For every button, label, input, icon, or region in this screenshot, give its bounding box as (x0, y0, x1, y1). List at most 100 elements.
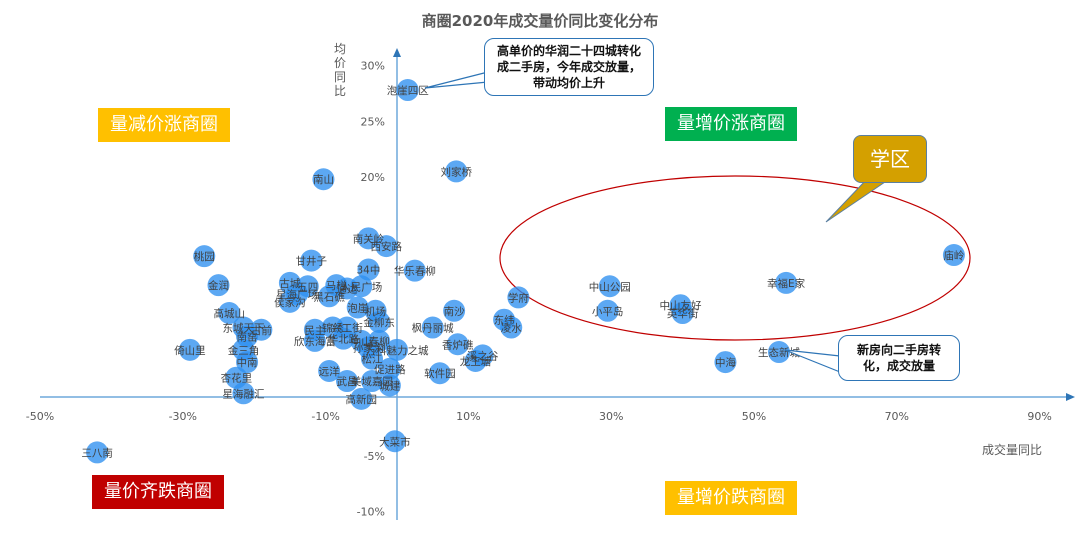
data-point[interactable] (346, 296, 369, 319)
data-point-label: 美域嘉园 (351, 375, 393, 388)
x-tick-label: 10% (456, 410, 480, 423)
data-point[interactable] (714, 351, 737, 374)
y-tick-label: 30% (361, 60, 385, 73)
chart-title: 商圈2020年成交量价同比变化分布 (421, 12, 659, 30)
data-point-label: 欣东海富 (294, 335, 336, 348)
data-point[interactable] (598, 275, 621, 298)
x-axis-arrow-icon (1066, 393, 1075, 401)
x-tick-label: 90% (1027, 410, 1051, 423)
data-point[interactable] (671, 302, 694, 325)
data-point[interactable] (378, 357, 401, 380)
data-point[interactable] (378, 374, 401, 397)
data-point[interactable] (357, 258, 380, 281)
data-point[interactable] (403, 259, 426, 282)
data-point[interactable] (428, 362, 451, 385)
data-point[interactable] (383, 430, 406, 453)
data-point[interactable] (312, 168, 335, 191)
y-tick-label: -5% (364, 450, 385, 463)
y-tick-label: 25% (361, 115, 385, 128)
data-point-label: 南沙 (444, 305, 465, 318)
data-point-label: 春柳 (369, 335, 390, 348)
data-point[interactable] (386, 338, 408, 361)
x-tick-label: 50% (742, 410, 766, 423)
data-point[interactable] (445, 160, 468, 183)
data-point[interactable] (507, 286, 530, 309)
data-point[interactable] (375, 235, 398, 258)
data-point[interactable] (336, 370, 359, 393)
annotation-callout-right: 新房向二手房转化，成交放量 (838, 335, 960, 381)
data-point-label: 中山友好 (659, 299, 701, 312)
data-point[interactable] (368, 310, 391, 333)
data-point[interactable] (357, 227, 380, 250)
x-tick-label: -50% (26, 410, 54, 423)
data-point[interactable] (193, 245, 216, 268)
data-point-label: 枫丹丽城 (412, 322, 454, 335)
data-point-label: 溪之谷 (467, 349, 499, 362)
data-point[interactable] (464, 349, 487, 372)
data-point[interactable] (232, 382, 255, 405)
data-point-label: 城建 (379, 380, 400, 393)
quadrant-label-top-left: 量减价涨商圈 (98, 108, 230, 142)
data-point[interactable] (500, 316, 523, 339)
data-point[interactable] (775, 271, 798, 294)
data-point[interactable] (361, 347, 384, 370)
data-point[interactable] (303, 329, 326, 352)
data-point[interactable] (318, 285, 341, 308)
data-point[interactable] (361, 370, 384, 393)
data-point-label: 孙家沟 (353, 342, 385, 355)
data-point[interactable] (86, 441, 109, 464)
school-callout-pointer (825, 177, 887, 223)
x-tick-label: -30% (169, 410, 197, 423)
data-point-label: 东城天下 (222, 322, 264, 335)
y-axis-arrow-icon (393, 48, 401, 57)
data-point[interactable] (767, 341, 790, 364)
data-point[interactable] (596, 299, 619, 322)
data-point[interactable] (207, 274, 230, 297)
data-point[interactable] (350, 275, 373, 298)
data-point-label: 东纬 (494, 314, 515, 327)
quadrant-label-top-right: 量增价涨商圈 (665, 107, 797, 141)
data-point-label: 星海融汇 (222, 387, 264, 400)
x-tick-label: 30% (599, 410, 623, 423)
data-point-label: 高新园 (346, 393, 378, 406)
data-point-label: 南窑 (237, 330, 258, 343)
y-tick-label: 20% (361, 171, 385, 184)
data-point-label: 34中 (357, 264, 381, 277)
data-point-label: 香炉礁 (442, 338, 474, 351)
data-point-label: 民主 (304, 325, 325, 337)
data-point[interactable] (318, 360, 341, 383)
data-point[interactable] (300, 249, 323, 272)
data-point[interactable] (446, 333, 469, 356)
y-axis-label: 均价同比 (333, 42, 346, 98)
data-point-label: 龙王塘 (460, 355, 492, 368)
data-point-label: 高城山 (213, 307, 245, 320)
data-point[interactable] (236, 351, 259, 374)
data-point-label: 锦绣 (322, 322, 343, 335)
data-point-label: 古前 (251, 324, 272, 337)
data-point[interactable] (218, 302, 241, 325)
x-tick-label: 70% (885, 410, 909, 423)
data-point-label: 金柳东 (363, 316, 395, 329)
data-point[interactable] (421, 316, 444, 339)
data-point-label: 金三角 (228, 344, 260, 357)
data-point-label: 软件园 (424, 367, 456, 380)
data-point-label: 泡崖四区 (387, 84, 429, 97)
data-point[interactable] (278, 290, 301, 313)
data-point[interactable] (350, 387, 373, 410)
data-point[interactable] (443, 299, 466, 322)
data-point-label: 星海广场 (276, 288, 318, 301)
data-point-label: 英华街 (667, 307, 699, 320)
data-point[interactable] (396, 79, 419, 102)
data-point[interactable] (942, 244, 965, 267)
data-point-label: 凌水 (501, 322, 522, 335)
data-point-label: 华北路 (328, 333, 360, 346)
data-point[interactable] (332, 327, 355, 350)
data-point-label: 万科魅力之城 (366, 344, 429, 357)
data-point-label: 古城 (279, 277, 300, 290)
x-axis-label: 成交量同比 (982, 443, 1043, 457)
callout-pointer-top (424, 71, 489, 89)
data-point-label: 大菜市 (379, 435, 411, 448)
data-point[interactable] (178, 338, 201, 361)
data-point-label: 中南 (237, 356, 258, 369)
